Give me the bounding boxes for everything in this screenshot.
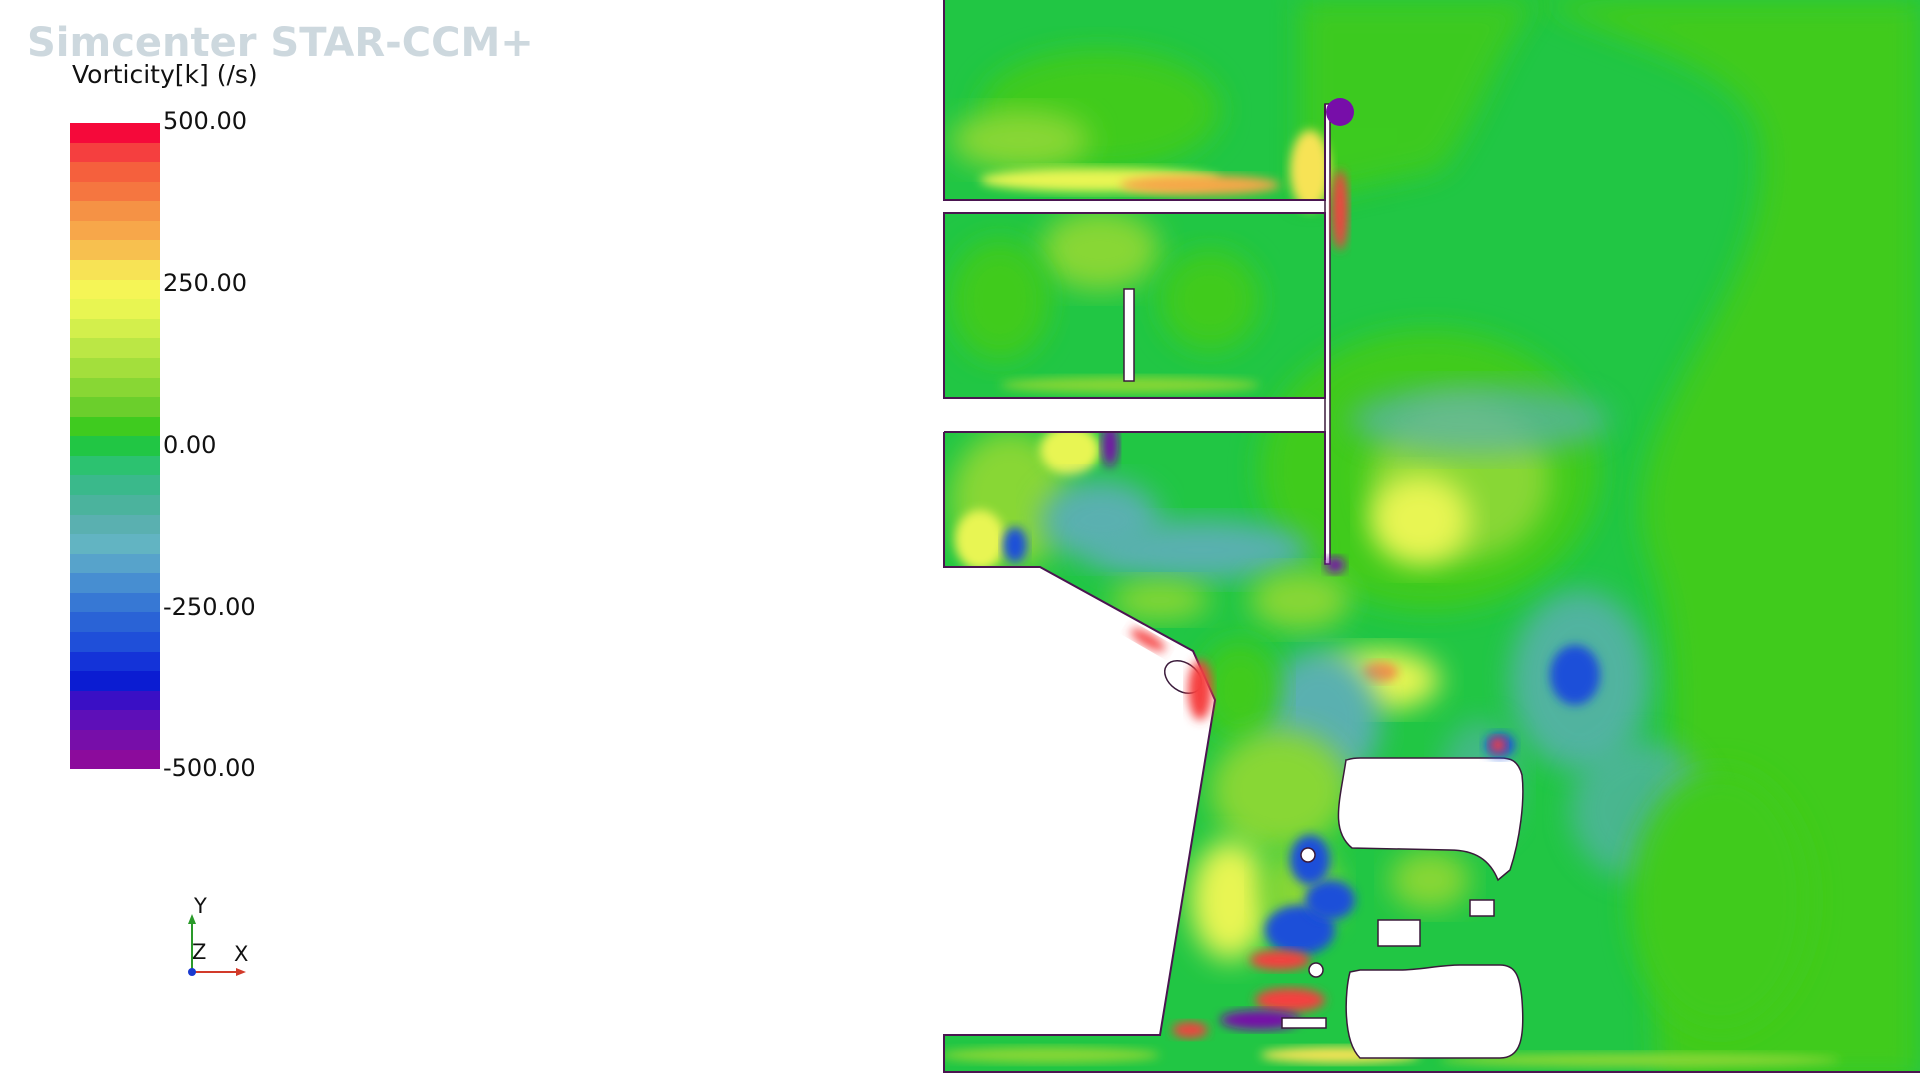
app-title: Simcenter STAR-CCM+ <box>27 20 534 66</box>
color-scale-band <box>70 651 160 672</box>
color-scale-band <box>70 592 160 613</box>
color-scale-band <box>70 162 160 182</box>
color-scale-band <box>70 475 160 495</box>
legend-title: Vorticity[k] (/s) <box>72 60 258 89</box>
color-scale-band <box>70 671 160 691</box>
axis-label-z: Z <box>192 940 207 964</box>
color-scale-band <box>70 612 160 633</box>
axis-triad[interactable]: Y Z X <box>170 894 260 980</box>
color-scale-band <box>70 553 160 574</box>
axis-triad-icon <box>188 914 246 976</box>
axis-label-y: Y <box>194 894 207 918</box>
color-scale-band <box>70 455 160 476</box>
color-scale-band <box>70 534 160 554</box>
color-scale-band <box>70 573 160 593</box>
geometry-obstacles <box>1123 103 1524 1059</box>
color-scale-band <box>70 494 160 515</box>
scale-tick-label-min: -500.00 <box>163 754 256 782</box>
color-scale-band <box>70 514 160 535</box>
color-scale-band <box>70 220 160 241</box>
color-scale-band <box>70 377 160 398</box>
color-scale-band <box>70 416 160 437</box>
color-scale-band <box>70 436 160 456</box>
small-hole-upper <box>1300 847 1316 863</box>
lower-block <box>1345 964 1524 1059</box>
color-scale-band <box>70 240 160 261</box>
color-scale-band <box>70 142 160 163</box>
right-tab <box>1469 899 1495 917</box>
color-scale-band <box>70 749 160 770</box>
color-scale-band <box>70 397 160 417</box>
axis-label-x: X <box>234 942 249 966</box>
color-scale-band <box>70 181 160 202</box>
color-scale-band <box>70 338 160 358</box>
inner-baffle <box>1123 288 1135 382</box>
contour-field <box>944 0 1920 1072</box>
color-scale-bar <box>70 123 160 770</box>
color-scale-band <box>70 729 160 750</box>
scale-tick-label-zero: 0.00 <box>163 431 217 459</box>
color-scale-band <box>70 690 160 711</box>
floor-tab <box>1281 1017 1327 1029</box>
scale-tick-label-lower: -250.00 <box>163 593 256 621</box>
scale-tick-label-upper: 250.00 <box>163 269 247 297</box>
color-scale-band <box>70 710 160 730</box>
color-scale-band <box>70 260 160 280</box>
color-scale-band <box>70 357 160 378</box>
small-hole-lower <box>1308 962 1324 978</box>
color-scale-band <box>70 201 160 221</box>
color-scale-band <box>70 299 160 319</box>
color-scale-band <box>70 632 160 652</box>
color-scale-band <box>70 279 160 300</box>
color-scale-band <box>70 318 160 339</box>
color-scale-band <box>70 123 160 143</box>
left-tab <box>1377 919 1421 947</box>
wall-vortex-accents <box>1130 98 1515 1038</box>
scale-tick-label-max: 500.00 <box>163 107 247 135</box>
upper-block <box>1337 757 1524 882</box>
